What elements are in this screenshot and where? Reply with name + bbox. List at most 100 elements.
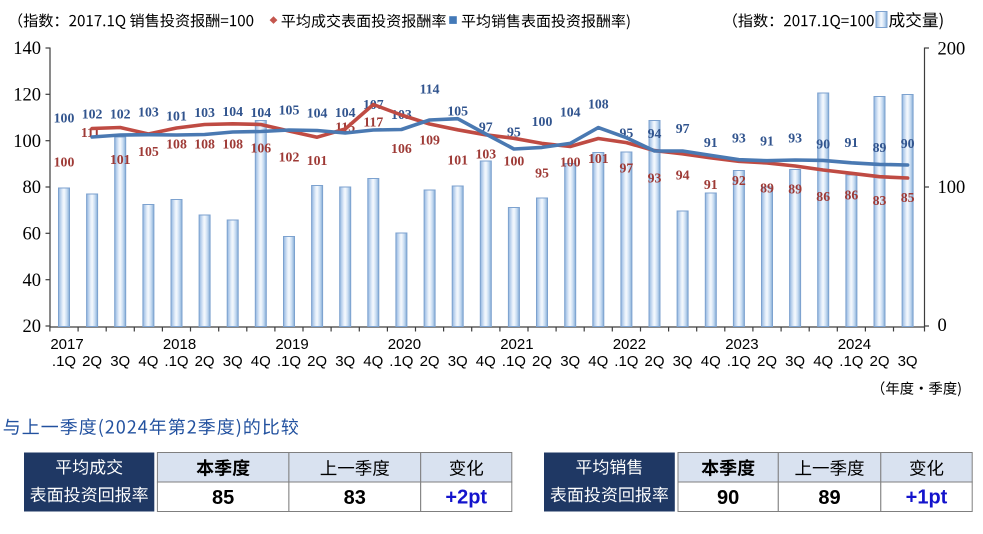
svg-text:108: 108 bbox=[588, 97, 609, 112]
svg-text:2Q: 2Q bbox=[307, 353, 327, 370]
svg-text:4Q: 4Q bbox=[251, 353, 271, 370]
svg-text:102: 102 bbox=[279, 150, 300, 165]
svg-text:.1Q: .1Q bbox=[839, 353, 863, 370]
svg-text:.1Q: .1Q bbox=[502, 353, 526, 370]
svg-text:83: 83 bbox=[344, 487, 366, 509]
svg-text:3Q: 3Q bbox=[673, 353, 693, 370]
svg-text:89: 89 bbox=[788, 181, 802, 196]
svg-text:60: 60 bbox=[23, 225, 42, 245]
svg-text:108: 108 bbox=[194, 137, 215, 152]
svg-text:101: 101 bbox=[447, 153, 468, 168]
svg-text:117: 117 bbox=[363, 115, 383, 130]
svg-text:100: 100 bbox=[54, 155, 75, 170]
svg-text:.1Q: .1Q bbox=[389, 353, 413, 370]
svg-text:.1Q: .1Q bbox=[52, 353, 76, 370]
svg-text:108: 108 bbox=[166, 137, 187, 152]
svg-text:3Q: 3Q bbox=[898, 353, 918, 370]
svg-text:.1Q: .1Q bbox=[727, 353, 751, 370]
svg-text:100: 100 bbox=[504, 154, 525, 169]
svg-text:97: 97 bbox=[676, 121, 690, 136]
svg-text:4Q: 4Q bbox=[476, 353, 496, 370]
svg-text:108: 108 bbox=[222, 137, 243, 152]
svg-text:101: 101 bbox=[110, 152, 131, 167]
svg-text:95: 95 bbox=[507, 125, 521, 140]
svg-text:4Q: 4Q bbox=[363, 353, 383, 370]
svg-text:101: 101 bbox=[588, 151, 609, 166]
svg-text:91: 91 bbox=[760, 134, 774, 149]
svg-text:100: 100 bbox=[532, 114, 553, 129]
svg-text:+2pt: +2pt bbox=[445, 487, 487, 509]
svg-text:200: 200 bbox=[938, 40, 966, 60]
svg-text:80: 80 bbox=[23, 178, 42, 198]
svg-text:.1Q: .1Q bbox=[164, 353, 188, 370]
svg-text:2Q: 2Q bbox=[757, 353, 777, 370]
svg-text:+1pt: +1pt bbox=[906, 487, 948, 509]
svg-text:2018: 2018 bbox=[163, 336, 196, 353]
svg-text:20: 20 bbox=[23, 317, 42, 337]
svg-text:86: 86 bbox=[816, 189, 830, 204]
svg-text:40: 40 bbox=[23, 271, 42, 291]
svg-text:3Q: 3Q bbox=[560, 353, 580, 370]
svg-text:90: 90 bbox=[901, 136, 915, 151]
svg-text:114: 114 bbox=[420, 82, 440, 97]
svg-text:3Q: 3Q bbox=[448, 353, 468, 370]
svg-text:.1Q: .1Q bbox=[614, 353, 638, 370]
svg-text:104: 104 bbox=[250, 105, 271, 120]
svg-text:104: 104 bbox=[222, 104, 243, 119]
svg-text:140: 140 bbox=[13, 39, 41, 59]
svg-text:100: 100 bbox=[560, 154, 581, 169]
svg-text:100: 100 bbox=[13, 132, 41, 152]
svg-text:2023: 2023 bbox=[725, 336, 758, 353]
svg-text:91: 91 bbox=[704, 135, 718, 150]
svg-text:3Q: 3Q bbox=[785, 353, 805, 370]
svg-text:93: 93 bbox=[788, 130, 802, 145]
svg-text:2021: 2021 bbox=[500, 336, 533, 353]
svg-text:102: 102 bbox=[82, 107, 103, 122]
svg-text:109: 109 bbox=[419, 133, 440, 148]
svg-text:2019: 2019 bbox=[275, 336, 308, 353]
svg-text:89: 89 bbox=[818, 487, 840, 509]
svg-text:100: 100 bbox=[54, 111, 75, 126]
svg-text:105: 105 bbox=[279, 103, 300, 118]
svg-text:86: 86 bbox=[845, 188, 859, 203]
svg-text:4Q: 4Q bbox=[701, 353, 721, 370]
svg-text:2017: 2017 bbox=[50, 336, 83, 353]
svg-text:120: 120 bbox=[13, 86, 41, 106]
svg-text:4Q: 4Q bbox=[138, 353, 158, 370]
svg-text:106: 106 bbox=[250, 141, 271, 156]
svg-text:0: 0 bbox=[938, 316, 947, 336]
svg-text:89: 89 bbox=[873, 140, 887, 155]
svg-text:104: 104 bbox=[307, 106, 328, 121]
svg-text:2024: 2024 bbox=[838, 336, 871, 353]
svg-text:85: 85 bbox=[212, 487, 234, 509]
svg-text:3Q: 3Q bbox=[335, 353, 355, 370]
svg-text:90: 90 bbox=[717, 487, 739, 509]
svg-text:2020: 2020 bbox=[388, 336, 421, 353]
svg-text:93: 93 bbox=[648, 171, 662, 186]
svg-text:101: 101 bbox=[166, 109, 187, 124]
svg-text:91: 91 bbox=[704, 177, 718, 192]
svg-text:83: 83 bbox=[873, 193, 887, 208]
svg-text:4Q: 4Q bbox=[813, 353, 833, 370]
svg-text:90: 90 bbox=[816, 137, 830, 152]
svg-text:91: 91 bbox=[845, 135, 859, 150]
svg-text:92: 92 bbox=[732, 173, 746, 188]
svg-text:95: 95 bbox=[535, 166, 549, 181]
svg-text:106: 106 bbox=[391, 141, 412, 156]
svg-text:104: 104 bbox=[335, 105, 356, 120]
svg-text:94: 94 bbox=[648, 126, 662, 141]
svg-text:2Q: 2Q bbox=[644, 353, 664, 370]
svg-text:105: 105 bbox=[138, 144, 159, 159]
svg-text:4Q: 4Q bbox=[588, 353, 608, 370]
svg-text:89: 89 bbox=[760, 181, 774, 196]
svg-text:105: 105 bbox=[447, 104, 468, 119]
svg-text:100: 100 bbox=[938, 178, 966, 198]
svg-text:2Q: 2Q bbox=[82, 353, 102, 370]
svg-text:85: 85 bbox=[901, 190, 915, 205]
svg-text:2022: 2022 bbox=[613, 336, 646, 353]
svg-text:101: 101 bbox=[307, 153, 328, 168]
svg-text:103: 103 bbox=[138, 105, 159, 120]
svg-text:2Q: 2Q bbox=[532, 353, 552, 370]
svg-text:104: 104 bbox=[560, 105, 581, 120]
svg-text:3Q: 3Q bbox=[110, 353, 130, 370]
